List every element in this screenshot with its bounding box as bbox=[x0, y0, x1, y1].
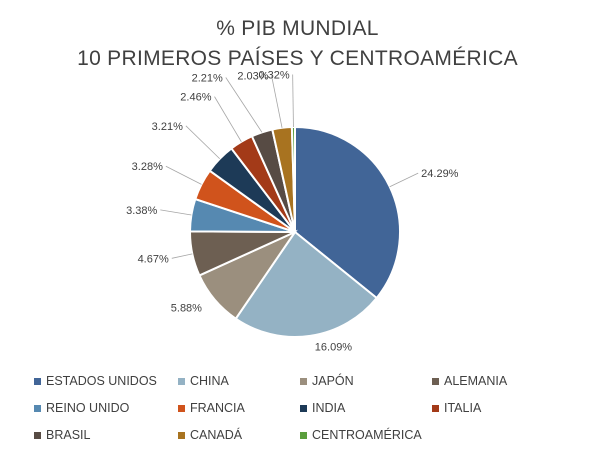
legend-label: CHINA bbox=[190, 374, 229, 388]
legend-label: REINO UNIDO bbox=[46, 401, 130, 415]
legend-item-china: CHINA bbox=[178, 372, 229, 390]
data-label-italia: 2.46% bbox=[180, 92, 211, 104]
legend-item-italia: ITALIA bbox=[432, 399, 481, 417]
legend-label: CENTROAMÉRICA bbox=[312, 428, 422, 442]
leader-line-brasil bbox=[225, 77, 263, 133]
data-label-brasil: 2.21% bbox=[192, 73, 223, 85]
leader-line-italia bbox=[214, 96, 242, 142]
legend-swatch bbox=[432, 404, 439, 412]
legend-label: ALEMANIA bbox=[444, 374, 508, 388]
legend-label: JAPÓN bbox=[312, 374, 354, 388]
leader-line-canada bbox=[271, 75, 283, 128]
data-label-francia: 3.28% bbox=[132, 161, 163, 173]
leader-line-centroamerica bbox=[292, 74, 294, 128]
chart-title: % PIB MUNDIAL 10 PRIMEROS PAÍSES Y CENTR… bbox=[0, 14, 595, 74]
legend-swatch bbox=[178, 377, 185, 385]
legend-label: CANADÁ bbox=[190, 428, 243, 442]
legend-swatch bbox=[34, 377, 41, 385]
data-label-estados-unidos: 24.29% bbox=[421, 168, 459, 180]
leader-line-alemania bbox=[171, 253, 193, 259]
data-label-alemania: 4.67% bbox=[138, 253, 169, 265]
legend-item-estados-unidos: ESTADOS UNIDOS bbox=[34, 372, 157, 390]
legend-swatch bbox=[432, 377, 439, 385]
legend-item-reino-unido: REINO UNIDO bbox=[34, 399, 129, 417]
legend-swatch bbox=[178, 431, 185, 439]
data-label-reino-unido: 3.38% bbox=[126, 205, 157, 217]
pie-slice-china bbox=[234, 230, 379, 338]
legend-item-canada: CANADÁ bbox=[178, 426, 242, 444]
legend-swatch bbox=[178, 404, 185, 412]
leader-line-estados-unidos bbox=[389, 172, 419, 188]
legend-item-alemania: ALEMANIA bbox=[432, 372, 507, 390]
legend-item-centroamerica: CENTROAMÉRICA bbox=[300, 426, 422, 444]
legend-swatch bbox=[34, 431, 41, 439]
legend-label: ITALIA bbox=[444, 401, 482, 415]
data-label-centroamerica: 0.32% bbox=[258, 70, 289, 82]
legend-swatch bbox=[300, 377, 307, 385]
legend-item-francia: FRANCIA bbox=[178, 399, 245, 417]
leader-line-francia bbox=[165, 165, 202, 185]
legend-item-japon: JAPÓN bbox=[300, 372, 354, 390]
leader-line-india bbox=[185, 125, 221, 160]
legend-swatch bbox=[34, 404, 41, 412]
legend-label: ESTADOS UNIDOS bbox=[46, 374, 157, 388]
legend-label: FRANCIA bbox=[190, 401, 245, 415]
data-label-canada: 2.03% bbox=[237, 71, 268, 83]
chart-title-line-1: % PIB MUNDIAL bbox=[216, 17, 379, 40]
legend-item-brasil: BRASIL bbox=[34, 426, 90, 444]
legend-swatch bbox=[300, 404, 307, 412]
data-label-india: 3.21% bbox=[152, 121, 183, 133]
legend-item-india: INDIA bbox=[300, 399, 345, 417]
data-label-japon: 5.88% bbox=[171, 303, 202, 315]
legend-label: INDIA bbox=[312, 401, 346, 415]
leader-line-reino-unido bbox=[160, 209, 192, 216]
pie-chart: 24.29% 16.09% 5.88% 4.67% 3.38% 3.28% 3.21% 2.4… bbox=[126, 70, 459, 354]
legend-label: BRASIL bbox=[46, 428, 91, 442]
chart-title-line-2: 10 PRIMEROS PAÍSES Y CENTROAMÉRICA bbox=[77, 47, 518, 70]
data-label-china: 16.09% bbox=[315, 341, 353, 353]
legend-swatch bbox=[300, 431, 307, 439]
